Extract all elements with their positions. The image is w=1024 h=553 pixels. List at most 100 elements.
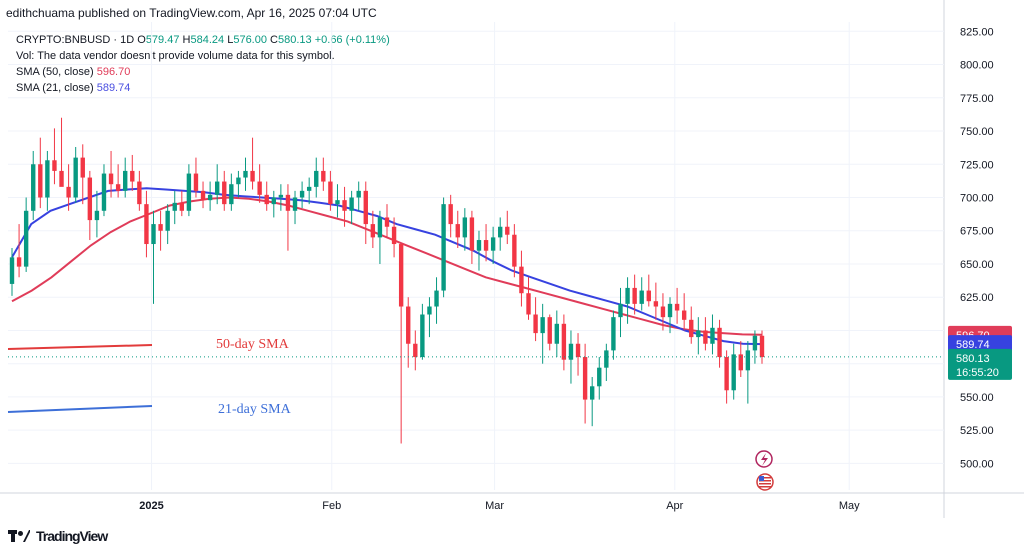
candle bbox=[561, 314, 567, 371]
candle bbox=[200, 181, 206, 209]
candle bbox=[703, 317, 708, 351]
candle bbox=[236, 170, 241, 198]
tradingview-logo-icon bbox=[8, 530, 30, 542]
candle bbox=[427, 297, 432, 338]
candle-body bbox=[646, 290, 651, 302]
last-price-tag-bg bbox=[948, 348, 1012, 380]
candle-body bbox=[505, 226, 510, 235]
chart-grid bbox=[0, 0, 1024, 518]
y-tick-label: 800.00 bbox=[960, 60, 994, 72]
candle-body bbox=[363, 190, 368, 225]
candle bbox=[533, 297, 538, 342]
candles bbox=[9, 117, 765, 444]
flash-icon-bolt bbox=[761, 453, 768, 466]
candle bbox=[123, 157, 128, 198]
candle bbox=[158, 210, 163, 251]
candle-body bbox=[158, 224, 163, 231]
candle bbox=[526, 277, 531, 320]
candle-body bbox=[80, 157, 85, 178]
candle bbox=[31, 150, 36, 221]
candle bbox=[222, 170, 227, 211]
candle-body bbox=[738, 354, 743, 371]
us-flag-icon bbox=[756, 473, 774, 491]
candle bbox=[314, 157, 319, 198]
candle bbox=[165, 204, 170, 245]
sma21-legend[interactable]: SMA (21, close) 589.74 bbox=[16, 80, 390, 96]
symbol-label[interactable]: CRYPTO:BNBUSD · 1D bbox=[16, 34, 135, 46]
sma50-legend-value: 596.70 bbox=[96, 66, 131, 78]
candle bbox=[335, 184, 340, 218]
candle bbox=[59, 117, 64, 187]
candle-body bbox=[73, 157, 78, 198]
candle bbox=[597, 357, 602, 400]
candle bbox=[391, 217, 397, 258]
candle-body bbox=[306, 186, 312, 191]
candle-body bbox=[214, 181, 220, 195]
footer[interactable]: TradingView bbox=[8, 528, 108, 544]
candle-body bbox=[710, 327, 715, 344]
candle bbox=[342, 186, 347, 227]
candle bbox=[278, 184, 284, 211]
candle bbox=[604, 343, 609, 381]
close-value: 580.13 bbox=[278, 34, 312, 46]
candle-body bbox=[632, 287, 637, 304]
candle bbox=[66, 164, 71, 211]
candle bbox=[582, 343, 588, 424]
candle bbox=[257, 164, 262, 203]
candle bbox=[151, 210, 156, 304]
open-value: 579.47 bbox=[145, 34, 180, 46]
high-label: H bbox=[182, 34, 191, 46]
y-tick-label: 700.00 bbox=[960, 193, 994, 205]
candle bbox=[229, 173, 234, 211]
candle bbox=[469, 210, 475, 264]
candle bbox=[745, 341, 751, 404]
candle bbox=[264, 181, 269, 211]
candle bbox=[73, 146, 78, 203]
candle bbox=[476, 230, 482, 271]
candle-body bbox=[278, 194, 284, 198]
candle-body bbox=[193, 173, 199, 191]
candle-body bbox=[243, 170, 248, 178]
candle-body bbox=[115, 184, 121, 191]
candle-body bbox=[101, 173, 107, 211]
candle-body bbox=[462, 217, 468, 238]
candle bbox=[490, 226, 496, 264]
candle-body bbox=[335, 200, 340, 205]
candle bbox=[554, 310, 560, 358]
y-tick-label: 625.00 bbox=[960, 292, 994, 304]
candle-body bbox=[108, 173, 114, 185]
candle-body bbox=[561, 323, 567, 360]
candle bbox=[250, 137, 255, 190]
sma50-line bbox=[11, 196, 763, 336]
candle bbox=[52, 128, 57, 185]
candle-body bbox=[604, 350, 609, 368]
candle bbox=[398, 244, 404, 444]
y-tick-label: 775.00 bbox=[960, 93, 994, 105]
candle bbox=[243, 157, 248, 191]
candle bbox=[498, 217, 503, 251]
flag-stripe bbox=[759, 483, 771, 485]
candle-body bbox=[476, 240, 482, 251]
sma50-legend[interactable]: SMA (50, close) 596.70 bbox=[16, 64, 390, 80]
sma21-annotation-line bbox=[7, 405, 153, 413]
candle bbox=[540, 303, 545, 364]
candle-body bbox=[200, 190, 206, 201]
candle bbox=[455, 210, 460, 249]
candle bbox=[101, 164, 107, 217]
candle-body bbox=[31, 164, 36, 211]
candle-body bbox=[413, 343, 418, 358]
publish-credit: edithchuama published on TradingView.com… bbox=[6, 6, 377, 20]
close-label: C bbox=[270, 34, 278, 46]
candle-body bbox=[165, 210, 170, 231]
candle bbox=[689, 306, 694, 344]
candle-body bbox=[689, 319, 694, 338]
time-axis: 2025 Feb Mar Apr May bbox=[139, 500, 860, 512]
candle bbox=[299, 181, 305, 209]
candle-body bbox=[45, 160, 50, 198]
candle bbox=[193, 157, 199, 198]
candle-body bbox=[130, 170, 135, 182]
candle-body bbox=[172, 202, 177, 211]
sma50-annotation-line bbox=[7, 344, 153, 350]
candle bbox=[207, 181, 213, 211]
